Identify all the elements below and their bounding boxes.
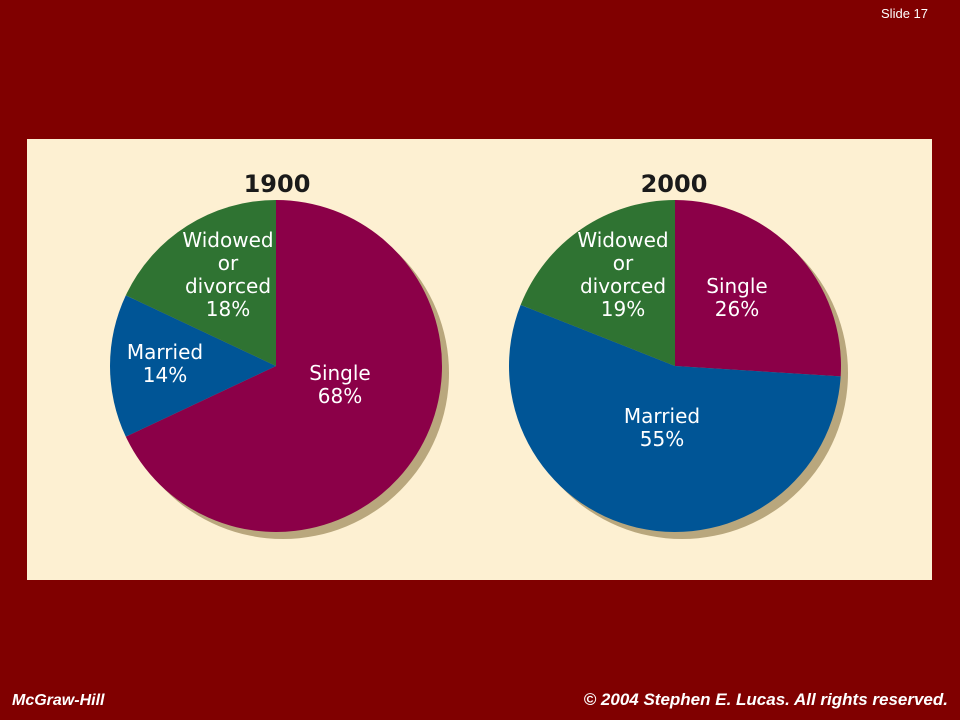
slice-label-widowed-2000: Widowed or divorced 19%: [577, 228, 668, 321]
slice-label-line: Single: [706, 274, 767, 298]
slice-label-married-1900: Married 14%: [127, 340, 203, 387]
publisher-label: McGraw-Hill: [12, 692, 105, 709]
chart-title-1900: 1900: [244, 170, 311, 198]
slice-label-line: 18%: [206, 297, 250, 321]
pie-slice-single-1900: [125, 200, 442, 532]
pie-chart-2000: Single 26% Married 55% Widowed or divorced 19% 2…: [508, 170, 848, 539]
slice-label-line: 14%: [143, 363, 187, 387]
copyright-notice: © 2004 Stephen E. Lucas. All rights rese…: [583, 690, 948, 709]
slice-label-single-2000: Single 26%: [706, 274, 767, 321]
slice-label-line: 68%: [318, 384, 362, 408]
chart-title-2000: 2000: [641, 170, 708, 198]
slice-label-line: Single: [309, 361, 370, 385]
slice-label-line: divorced: [185, 274, 271, 298]
pie-slice-widowed-1900: [125, 200, 276, 366]
slice-label-line: 26%: [715, 297, 759, 321]
slice-label-line: or: [613, 251, 634, 275]
slide-number: Slide 17: [881, 6, 928, 21]
pie-slice-married-2000: [508, 304, 841, 533]
pie-slice-single-2000: [675, 200, 841, 377]
pie-slice-married-1900: [110, 295, 276, 437]
slice-label-line: Widowed: [182, 228, 273, 252]
slice-label-single-1900: Single 68%: [309, 361, 370, 408]
pie-slice-widowed-2000: [520, 200, 675, 366]
slice-label-line: 55%: [640, 427, 684, 451]
slice-label-line: 19%: [601, 297, 645, 321]
slice-label-line: Married: [624, 404, 700, 428]
slice-label-line: or: [218, 251, 239, 275]
slice-label-widowed-1900: Widowed or divorced 18%: [182, 228, 273, 321]
pie-chart-1900: Single 68%Married 14%Widowed or divorced 18%1…: [110, 170, 449, 539]
slice-label-married-2000: Married 55%: [624, 404, 700, 451]
slice-label-line: divorced: [580, 274, 666, 298]
slice-label-line: Widowed: [577, 228, 668, 252]
chart-panel: Single 68% Married 14% Widowed or divorced 18% 1…: [27, 139, 932, 580]
pie-charts: Single 68%Married 14%Widowed or divorced 18%1…: [110, 170, 848, 539]
slice-label-line: Married: [127, 340, 203, 364]
